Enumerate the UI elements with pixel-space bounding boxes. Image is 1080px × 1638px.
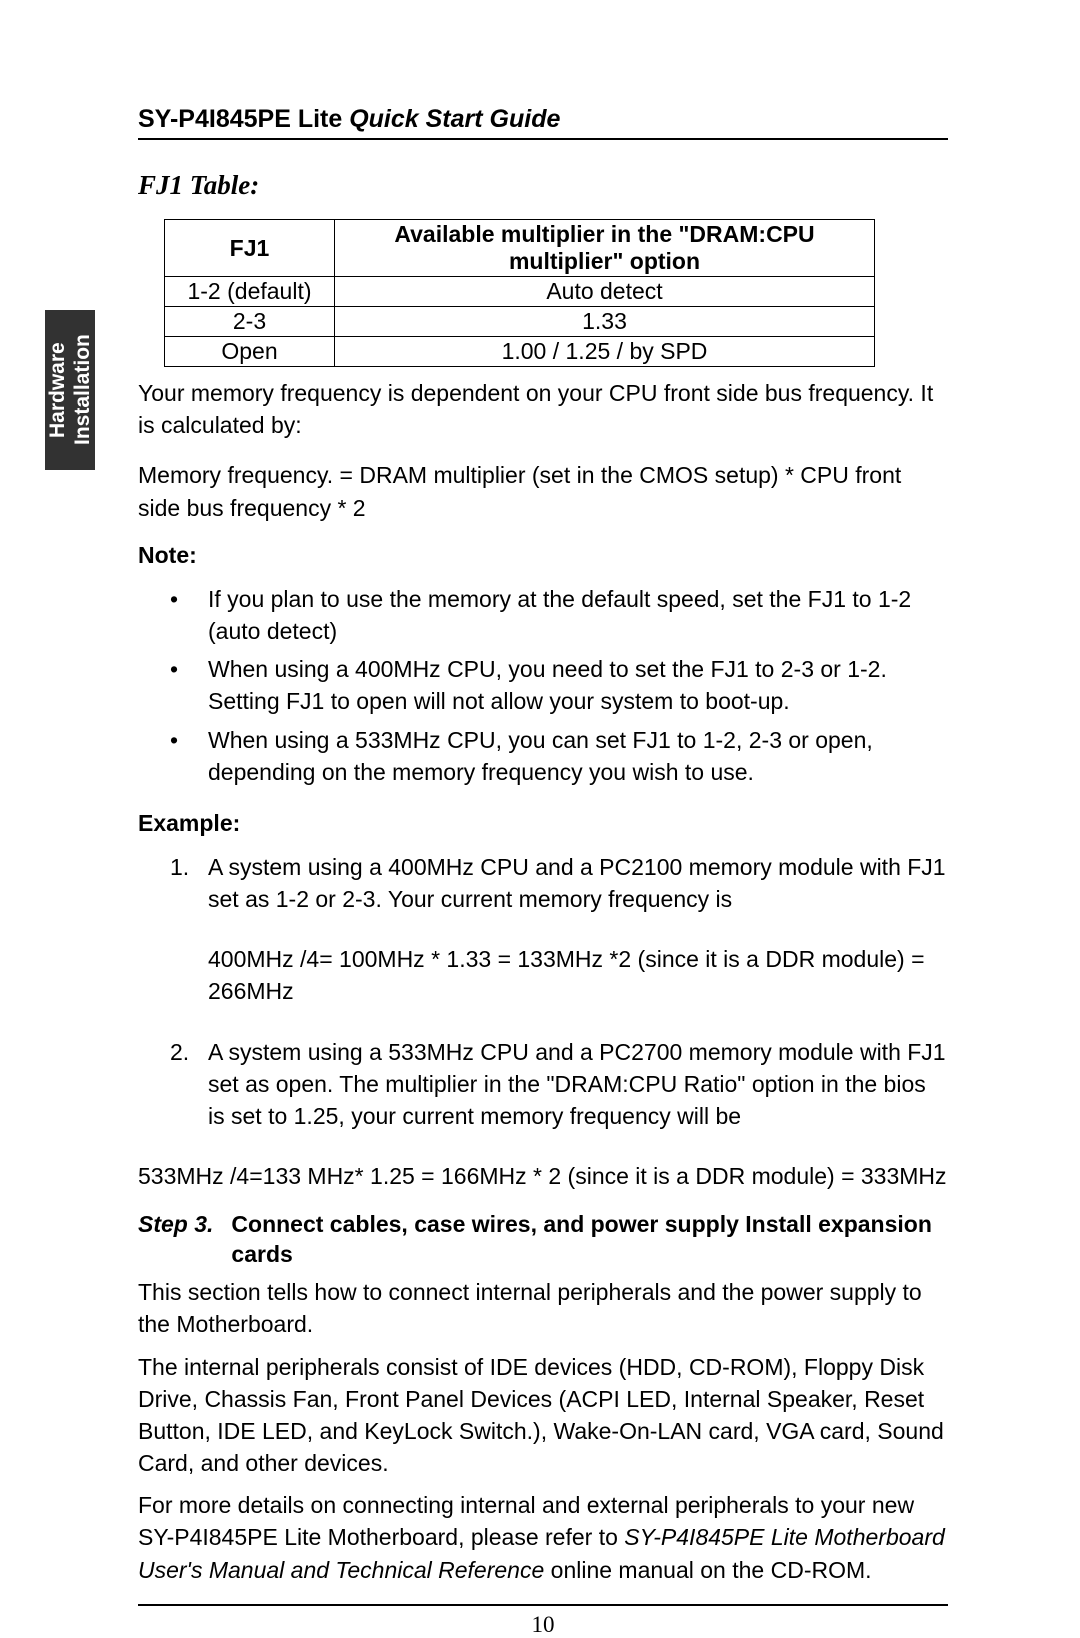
example-calc: 400MHz /4= 100MHz * 1.33 = 133MHz *2 (si… bbox=[208, 943, 948, 1007]
step-heading: Step 3. Connect cables, case wires, and … bbox=[138, 1210, 948, 1270]
table-cell: 1.33 bbox=[335, 307, 875, 337]
page-content: SY-P4I845PE Lite Quick Start Guide FJ1 T… bbox=[138, 105, 948, 1638]
step-label: Step 3. bbox=[138, 1210, 231, 1270]
list-item: If you plan to use the memory at the def… bbox=[170, 583, 948, 647]
table-header-fj1: FJ1 bbox=[165, 220, 335, 277]
paragraph: Your memory frequency is dependent on yo… bbox=[138, 377, 948, 441]
table-row: 2-3 1.33 bbox=[165, 307, 875, 337]
fj1-table: FJ1 Available multiplier in the "DRAM:CP… bbox=[164, 219, 875, 367]
table-cell: Auto detect bbox=[335, 277, 875, 307]
header-title: SY-P4I845PE Lite bbox=[138, 105, 349, 133]
table-row: 1-2 (default) Auto detect bbox=[165, 277, 875, 307]
example-text: A system using a 533MHz CPU and a PC2700… bbox=[208, 1039, 946, 1129]
calc-final: 533MHz /4=133 MHz* 1.25 = 166MHz * 2 (si… bbox=[138, 1160, 948, 1192]
list-item: 2. A system using a 533MHz CPU and a PC2… bbox=[170, 1036, 948, 1133]
header-subtitle: Quick Start Guide bbox=[349, 105, 560, 133]
footer-divider bbox=[138, 1604, 948, 1606]
list-number: 2. bbox=[170, 1036, 189, 1068]
table-cell: 1-2 (default) bbox=[165, 277, 335, 307]
paragraph: This section tells how to connect intern… bbox=[138, 1276, 948, 1340]
paragraph: Memory frequency. = DRAM multiplier (set… bbox=[138, 459, 948, 523]
paragraph: For more details on connecting internal … bbox=[138, 1489, 948, 1586]
list-item: When using a 400MHz CPU, you need to set… bbox=[170, 653, 948, 717]
step-text: Connect cables, case wires, and power su… bbox=[231, 1210, 948, 1270]
paragraph: The internal peripherals consist of IDE … bbox=[138, 1351, 948, 1480]
list-item: When using a 533MHz CPU, you can set FJ1… bbox=[170, 724, 948, 788]
notes-list: If you plan to use the memory at the def… bbox=[170, 583, 948, 788]
para-text: online manual on the CD-ROM. bbox=[544, 1557, 871, 1583]
note-heading: Note: bbox=[138, 542, 948, 569]
table-cell: 1.00 / 1.25 / by SPD bbox=[335, 337, 875, 367]
section-title: FJ1 Table: bbox=[138, 170, 948, 201]
table-row: Open 1.00 / 1.25 / by SPD bbox=[165, 337, 875, 367]
table-cell: 2-3 bbox=[165, 307, 335, 337]
example-text: A system using a 400MHz CPU and a PC2100… bbox=[208, 854, 946, 912]
example-heading: Example: bbox=[138, 810, 948, 837]
examples-list: 1. A system using a 400MHz CPU and a PC2… bbox=[170, 851, 948, 1132]
list-item: 1. A system using a 400MHz CPU and a PC2… bbox=[170, 851, 948, 1008]
table-header-multiplier: Available multiplier in the "DRAM:CPU mu… bbox=[335, 220, 875, 277]
sidebar-tab: HardwareInstallation bbox=[45, 310, 95, 470]
page-number: 10 bbox=[138, 1612, 948, 1638]
document-header: SY-P4I845PE Lite Quick Start Guide bbox=[138, 105, 948, 140]
table-cell: Open bbox=[165, 337, 335, 367]
list-number: 1. bbox=[170, 851, 189, 883]
